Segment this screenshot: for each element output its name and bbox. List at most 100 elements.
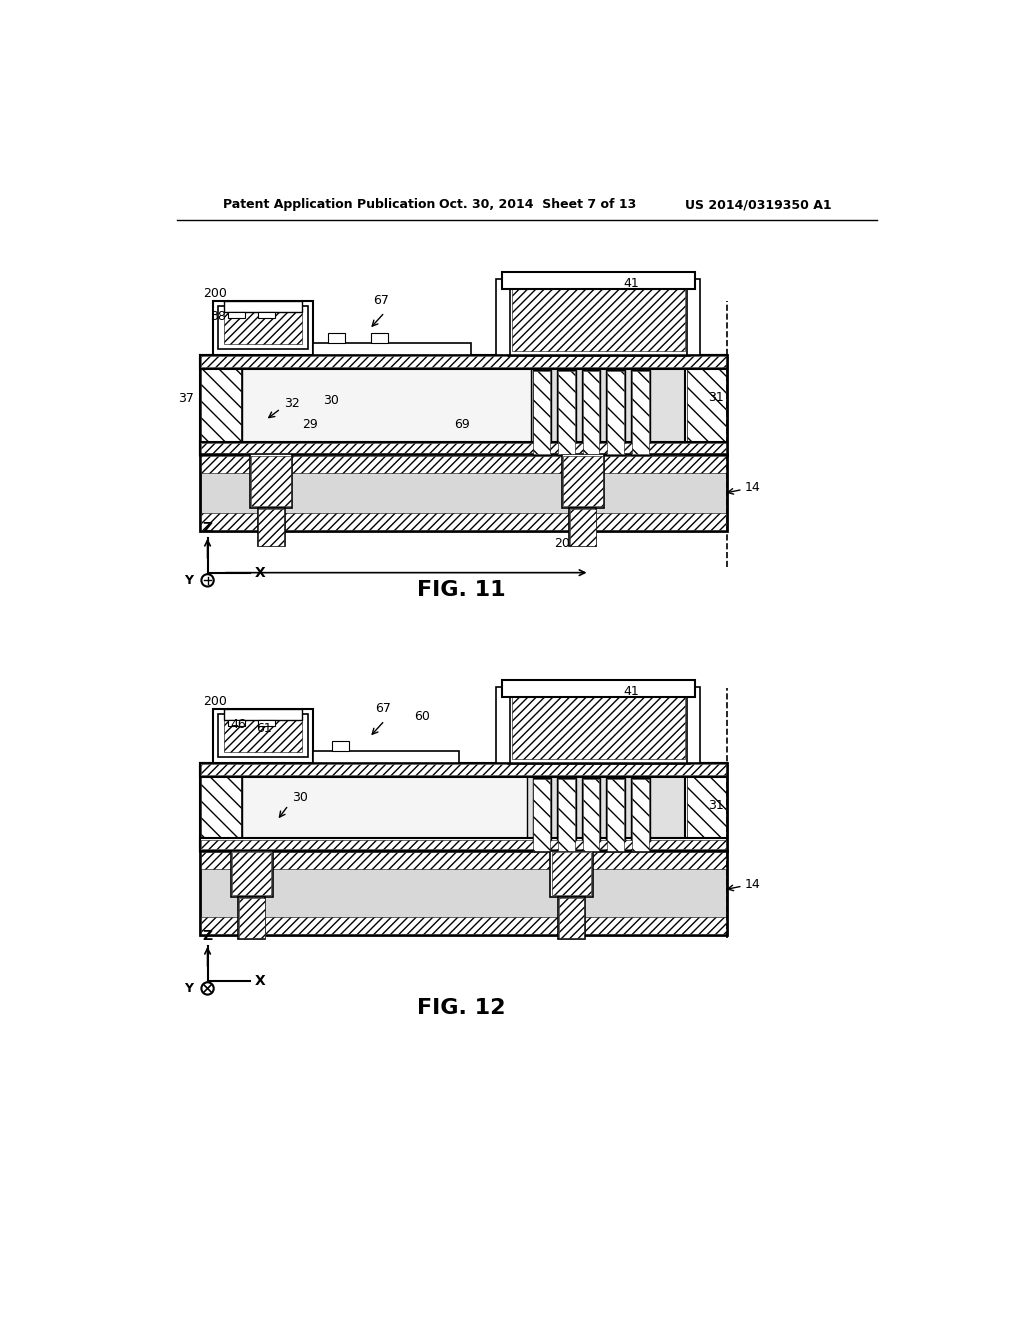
Bar: [218, 714, 307, 758]
Bar: [686, 356, 726, 453]
Text: 14: 14: [744, 878, 761, 891]
Bar: [557, 779, 575, 851]
Bar: [200, 850, 727, 936]
Text: X: X: [255, 974, 265, 987]
Bar: [606, 370, 625, 455]
Bar: [550, 850, 593, 896]
Bar: [223, 709, 302, 719]
Text: 14: 14: [744, 482, 761, 495]
Text: 200: 200: [204, 286, 227, 300]
Text: 38: 38: [210, 310, 225, 323]
Bar: [631, 370, 649, 455]
Bar: [240, 898, 264, 939]
Bar: [497, 280, 510, 355]
Bar: [239, 896, 265, 940]
Bar: [686, 764, 726, 850]
Text: FIG. 12: FIG. 12: [418, 998, 506, 1018]
Bar: [202, 764, 726, 775]
Text: Oct. 30, 2014  Sheet 7 of 13: Oct. 30, 2014 Sheet 7 of 13: [438, 198, 636, 211]
Bar: [502, 680, 695, 697]
Bar: [686, 280, 700, 355]
Text: FIG. 11: FIG. 11: [418, 579, 506, 599]
Bar: [558, 371, 574, 454]
Bar: [685, 355, 727, 455]
Bar: [313, 343, 471, 355]
Bar: [213, 301, 313, 355]
Bar: [232, 853, 271, 895]
Bar: [606, 779, 625, 851]
Bar: [632, 371, 649, 454]
Bar: [563, 455, 602, 507]
Bar: [583, 779, 599, 850]
Bar: [202, 764, 241, 850]
Text: 41: 41: [624, 277, 639, 289]
Bar: [508, 693, 689, 763]
Bar: [200, 355, 727, 368]
Bar: [685, 763, 727, 851]
Bar: [202, 444, 726, 453]
Bar: [228, 312, 246, 318]
Bar: [258, 312, 274, 318]
Text: X: X: [255, 566, 265, 579]
Bar: [532, 370, 551, 455]
Bar: [200, 838, 727, 850]
Bar: [223, 301, 302, 312]
Bar: [558, 896, 585, 940]
Text: 67: 67: [375, 702, 391, 715]
Bar: [570, 508, 596, 545]
Bar: [202, 840, 726, 849]
Bar: [512, 289, 685, 351]
Bar: [202, 356, 241, 453]
Bar: [534, 371, 550, 454]
Bar: [202, 455, 726, 473]
Bar: [607, 779, 625, 850]
Bar: [200, 355, 243, 455]
Bar: [582, 370, 600, 455]
Text: 29: 29: [302, 417, 317, 430]
Bar: [512, 697, 685, 759]
Bar: [230, 850, 273, 896]
Text: 67: 67: [373, 294, 389, 308]
Text: 31: 31: [708, 391, 724, 404]
Bar: [218, 306, 307, 350]
Bar: [532, 779, 551, 851]
Text: Z: Z: [203, 929, 213, 942]
Bar: [508, 285, 689, 355]
Bar: [200, 763, 727, 776]
Bar: [252, 455, 291, 507]
Bar: [200, 442, 727, 454]
Bar: [223, 312, 302, 345]
Text: 200: 200: [204, 694, 227, 708]
Bar: [250, 454, 292, 508]
Bar: [502, 272, 695, 289]
Text: 61: 61: [256, 722, 271, 735]
Bar: [228, 719, 246, 726]
Bar: [583, 371, 599, 454]
Text: 60: 60: [414, 710, 429, 723]
Text: 41: 41: [624, 685, 639, 698]
Bar: [258, 508, 285, 546]
Text: Z: Z: [203, 521, 213, 535]
Text: Y: Y: [184, 982, 193, 995]
Bar: [200, 355, 727, 455]
Bar: [329, 333, 345, 343]
Bar: [258, 508, 284, 545]
Text: 32: 32: [285, 397, 300, 409]
Bar: [243, 767, 527, 843]
Text: 37: 37: [178, 392, 194, 405]
Bar: [559, 898, 584, 939]
Bar: [562, 454, 604, 508]
Text: 46: 46: [230, 718, 246, 731]
Bar: [202, 853, 726, 869]
Bar: [243, 359, 531, 449]
Bar: [497, 688, 510, 763]
Text: US 2014/0319350 A1: US 2014/0319350 A1: [685, 198, 831, 211]
Bar: [686, 688, 700, 763]
Bar: [534, 779, 550, 850]
Bar: [552, 853, 591, 895]
Text: 30: 30: [323, 395, 339, 408]
Bar: [200, 763, 243, 851]
Bar: [202, 356, 726, 367]
Text: Y: Y: [184, 574, 193, 587]
Text: 20: 20: [554, 537, 569, 550]
